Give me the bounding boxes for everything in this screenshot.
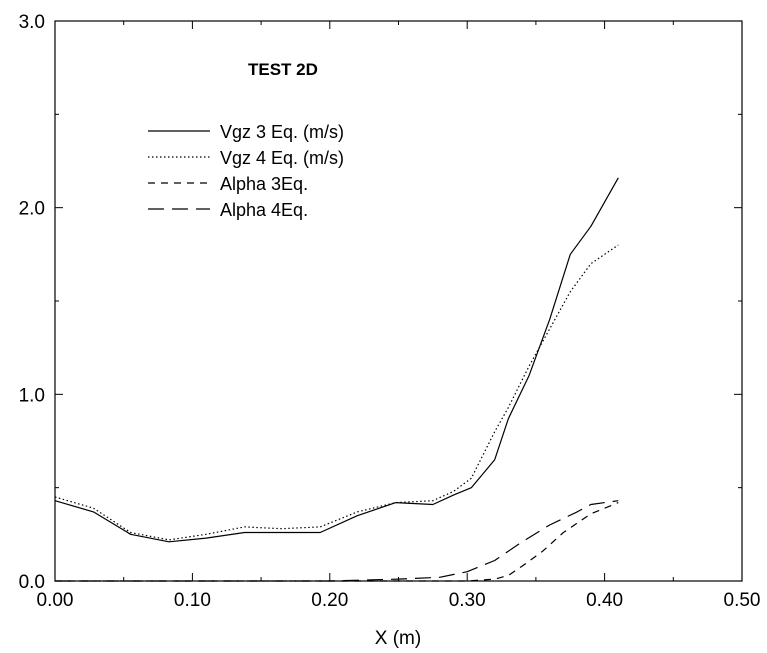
series-line-4 [55, 500, 619, 582]
axis-ticks [54, 20, 743, 582]
x-axis-title: X (m) [375, 628, 421, 649]
x-tick-label: 0.50 [724, 590, 761, 611]
x-tick-label: 0.40 [586, 590, 623, 611]
x-tick-label: 0.00 [37, 590, 74, 611]
y-tick-label: 3.0 [19, 12, 45, 33]
plot-frame [54, 20, 743, 582]
series-line-2 [54, 244, 619, 541]
y-tick-label: 0.0 [19, 572, 45, 593]
series-lines [54, 177, 619, 582]
legend: Vgz 3 Eq. (m/s) Vgz 4 Eq. (m/s) Alpha 3Eq.… [148, 122, 344, 220]
x-tick-label: 0.20 [311, 590, 348, 611]
legend-label: Vgz 3 Eq. (m/s) [220, 122, 344, 142]
series-line-3 [55, 502, 619, 582]
y-tick-label: 2.0 [19, 199, 45, 220]
legend-label: Vgz 4 Eq. (m/s) [220, 148, 344, 168]
tick-labels: 0.00 0.10 0.20 0.30 0.40 0.50 0.0 1.0 2.0 3.0 [19, 12, 761, 611]
series-line-1 [54, 177, 619, 543]
x-tick-label: 0.10 [174, 590, 211, 611]
chart-title: TEST 2D [248, 60, 318, 79]
x-tick-label: 0.30 [449, 590, 486, 611]
legend-label: Alpha 3Eq. [220, 174, 308, 194]
y-tick-label: 1.0 [19, 385, 45, 406]
legend-label: Alpha 4Eq. [220, 200, 308, 220]
